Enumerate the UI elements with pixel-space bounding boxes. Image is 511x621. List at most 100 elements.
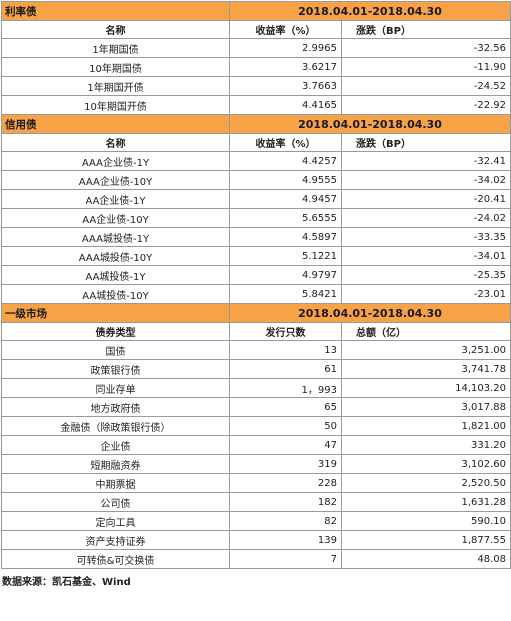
row-value-2: -33.35 [341, 227, 511, 247]
row-label: 可转债&可交换债 [1, 549, 230, 569]
bond-market-table: 利率债 2018.04.01-2018.04.30 名称 收益率（%） 涨跌（BP） 1年… [1, 1, 511, 569]
row-value-1: 50 [229, 416, 342, 436]
row-value-1: 4.4257 [229, 151, 342, 171]
row-value-2: 1,821.00 [341, 416, 511, 436]
row-value-2: -24.02 [341, 208, 511, 228]
table-row: 地方政府债 65 3,017.88 [1, 397, 511, 417]
table-row: 公司债 182 1,631.28 [1, 492, 511, 512]
table-row: AA城投债-1Y 4.9797 -25.35 [1, 265, 511, 285]
row-value-2: 2,520.50 [341, 473, 511, 493]
table-row: 资产支持证券 139 1,877.55 [1, 530, 511, 550]
row-value-2: 14,103.20 [341, 378, 511, 398]
row-label: 同业存单 [1, 378, 230, 398]
row-value-1: 82 [229, 511, 342, 531]
section-period: 2018.04.01-2018.04.30 [229, 114, 511, 134]
row-label: AA城投债-1Y [1, 265, 230, 285]
row-value-2: -32.56 [341, 38, 511, 58]
row-value-1: 65 [229, 397, 342, 417]
column-header: 名称 [1, 20, 230, 39]
row-label: AAA城投债-1Y [1, 227, 230, 247]
table-row: AAA城投债-10Y 5.1221 -34.01 [1, 246, 511, 266]
table-row: 10年期国债 3.6217 -11.90 [1, 57, 511, 77]
row-value-1: 228 [229, 473, 342, 493]
row-value-2: 3,251.00 [341, 340, 511, 360]
row-label: AA企业债-1Y [1, 189, 230, 209]
row-value-2: 590.10 [341, 511, 511, 531]
table-row: 国债 13 3,251.00 [1, 340, 511, 360]
row-label: 10年期国开债 [1, 95, 230, 115]
row-value-2: -34.02 [341, 170, 511, 190]
row-label: 公司债 [1, 492, 230, 512]
row-label: 国债 [1, 340, 230, 360]
row-value-1: 4.9555 [229, 170, 342, 190]
column-header: 收益率（%） [229, 20, 342, 39]
section-period: 2018.04.01-2018.04.30 [229, 1, 511, 21]
column-header: 债券类型 [1, 322, 230, 341]
row-value-1: 319 [229, 454, 342, 474]
row-value-1: 7 [229, 549, 342, 569]
table-row: AA企业债-10Y 5.6555 -24.02 [1, 208, 511, 228]
row-label: 企业债 [1, 435, 230, 455]
section-title: 一级市场 [1, 303, 230, 323]
row-value-2: -24.52 [341, 76, 511, 96]
row-value-1: 61 [229, 359, 342, 379]
table-row: 金融债（除政策银行债） 50 1,821.00 [1, 416, 511, 436]
row-label: 1年期国债 [1, 38, 230, 58]
column-header-row: 名称 收益率（%） 涨跌（BP） [1, 20, 511, 39]
column-header: 涨跌（BP） [341, 133, 511, 152]
row-value-1: 13 [229, 340, 342, 360]
column-header: 发行只数 [229, 322, 342, 341]
column-header: 总额（亿） [341, 322, 511, 341]
row-value-1: 4.9457 [229, 189, 342, 209]
row-label: 资产支持证券 [1, 530, 230, 550]
row-value-2: -23.01 [341, 284, 511, 304]
table-row: 中期票据 228 2,520.50 [1, 473, 511, 493]
table-row: 1年期国开债 3.7663 -24.52 [1, 76, 511, 96]
row-label: AAA城投债-10Y [1, 246, 230, 266]
row-value-1: 1，993 [229, 378, 342, 398]
row-label: 定向工具 [1, 511, 230, 531]
column-header: 收益率（%） [229, 133, 342, 152]
section-title: 信用债 [1, 114, 230, 134]
section-title-row: 一级市场 2018.04.01-2018.04.30 [1, 303, 511, 323]
row-value-2: 3,017.88 [341, 397, 511, 417]
row-value-1: 139 [229, 530, 342, 550]
table-row: 定向工具 82 590.10 [1, 511, 511, 531]
row-label: 短期融资券 [1, 454, 230, 474]
row-label: AA城投债-10Y [1, 284, 230, 304]
table-row: 企业债 47 331.20 [1, 435, 511, 455]
row-value-1: 4.9797 [229, 265, 342, 285]
table-row: 短期融资券 319 3,102.60 [1, 454, 511, 474]
row-value-2: 1,631.28 [341, 492, 511, 512]
table-row: 可转债&可交换债 7 48.08 [1, 549, 511, 569]
table-row: AA企业债-1Y 4.9457 -20.41 [1, 189, 511, 209]
row-value-2: 331.20 [341, 435, 511, 455]
row-label: 金融债（除政策银行债） [1, 416, 230, 436]
table-row: 同业存单 1，993 14,103.20 [1, 378, 511, 398]
row-value-1: 47 [229, 435, 342, 455]
row-value-2: 3,741.78 [341, 359, 511, 379]
row-value-1: 5.6555 [229, 208, 342, 228]
table-row: AA城投债-10Y 5.8421 -23.01 [1, 284, 511, 304]
column-header: 涨跌（BP） [341, 20, 511, 39]
row-value-1: 182 [229, 492, 342, 512]
row-value-1: 3.6217 [229, 57, 342, 77]
table-body: 利率债 2018.04.01-2018.04.30 名称 收益率（%） 涨跌（BP） 1年… [1, 1, 511, 569]
data-source-note: 数据来源：凯石基金、Wind [2, 577, 131, 588]
row-label: AAA企业债-1Y [1, 151, 230, 171]
table-row: AAA城投债-1Y 4.5897 -33.35 [1, 227, 511, 247]
row-value-1: 3.7663 [229, 76, 342, 96]
row-value-1: 4.4165 [229, 95, 342, 115]
row-value-2: -20.41 [341, 189, 511, 209]
row-value-1: 2.9965 [229, 38, 342, 58]
row-value-2: 48.08 [341, 549, 511, 569]
row-value-1: 5.8421 [229, 284, 342, 304]
row-value-2: 1,877.55 [341, 530, 511, 550]
section-title: 利率债 [1, 1, 230, 21]
table-row: AAA企业债-1Y 4.4257 -32.41 [1, 151, 511, 171]
row-label: 中期票据 [1, 473, 230, 493]
row-value-2: -22.92 [341, 95, 511, 115]
row-label: 1年期国开债 [1, 76, 230, 96]
row-label: 地方政府债 [1, 397, 230, 417]
table-row: AAA企业债-10Y 4.9555 -34.02 [1, 170, 511, 190]
